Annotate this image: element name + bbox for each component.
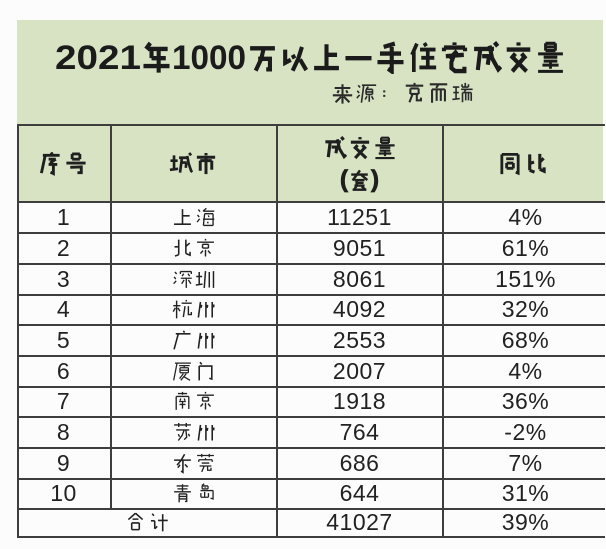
svg-text:1000: 1000 [172, 40, 246, 74]
svg-text:2021: 2021 [55, 40, 141, 74]
